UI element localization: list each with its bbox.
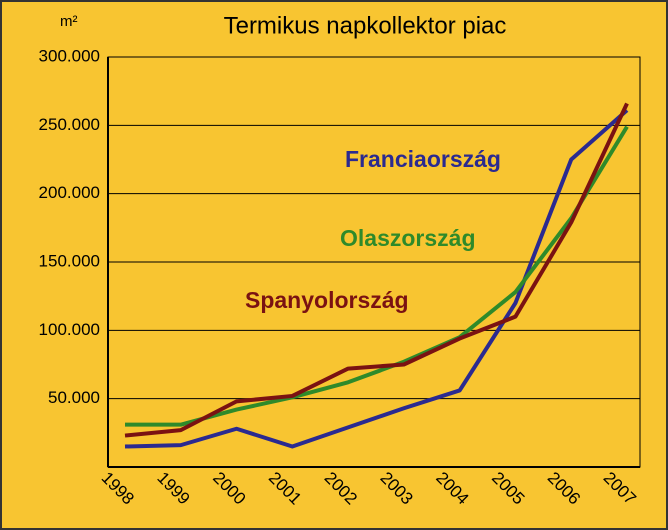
series-label: Franciaország xyxy=(345,146,501,172)
series-label: Olaszország xyxy=(340,225,476,251)
y-axis-label: m² xyxy=(60,13,78,30)
y-tick-label: 200.000 xyxy=(39,183,100,202)
y-tick-label: 250.000 xyxy=(39,115,100,134)
y-tick-label: 150.000 xyxy=(39,251,100,270)
y-tick-label: 50.000 xyxy=(48,388,100,407)
y-tick-label: 300.000 xyxy=(39,46,100,65)
series-line xyxy=(124,102,629,438)
chart-title: Termikus napkollektor piac xyxy=(224,12,507,39)
series-line xyxy=(124,108,629,449)
y-tick-label: 100.000 xyxy=(39,320,100,339)
series-label: Spanyolország xyxy=(245,287,409,313)
